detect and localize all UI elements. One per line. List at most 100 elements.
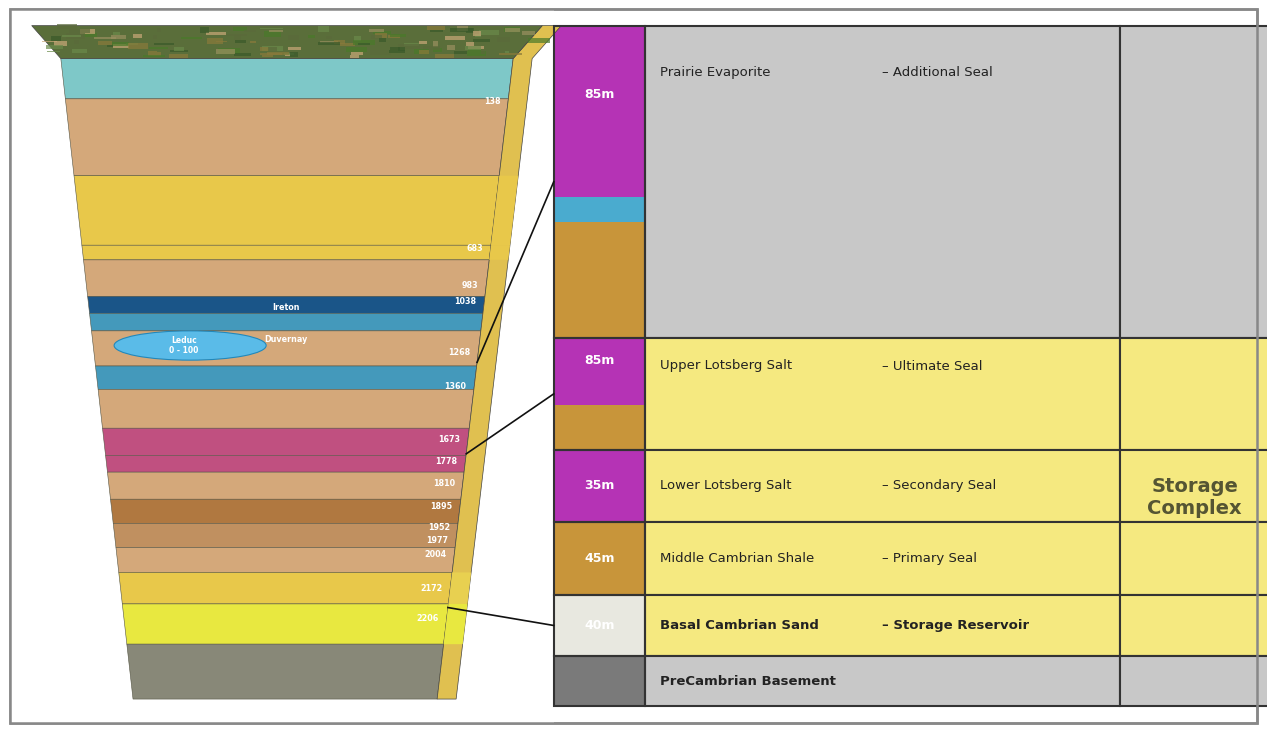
Polygon shape — [103, 428, 469, 455]
Text: 1977: 1977 — [427, 536, 449, 545]
Bar — [466, 29, 474, 34]
Bar — [1120, 338, 1267, 449]
Polygon shape — [110, 499, 461, 523]
Bar — [475, 34, 481, 37]
Bar — [433, 48, 442, 51]
Bar — [413, 49, 428, 53]
Bar — [157, 52, 161, 56]
Text: 1268: 1268 — [449, 348, 470, 357]
Polygon shape — [95, 366, 476, 389]
Text: – Secondary Seal: – Secondary Seal — [882, 479, 997, 493]
Bar — [554, 449, 645, 522]
Bar — [71, 49, 86, 53]
Bar — [1120, 522, 1267, 595]
Bar — [47, 51, 60, 52]
Text: 1778: 1778 — [436, 457, 457, 466]
Text: 1952: 1952 — [428, 523, 450, 531]
Text: – Primary Seal: – Primary Seal — [882, 552, 977, 565]
Bar — [234, 53, 251, 56]
Text: PreCambrian Basement: PreCambrian Basement — [660, 675, 836, 688]
Bar — [333, 40, 345, 44]
Polygon shape — [32, 26, 542, 59]
Text: 1038: 1038 — [455, 297, 476, 306]
Text: 45m: 45m — [584, 552, 614, 565]
Bar — [200, 27, 209, 33]
Bar — [260, 28, 283, 29]
Bar — [113, 42, 129, 45]
Bar — [504, 27, 519, 31]
Bar — [42, 41, 57, 42]
Bar — [468, 46, 484, 49]
Bar — [1120, 449, 1267, 522]
Bar — [329, 41, 336, 44]
Bar — [554, 449, 645, 522]
Bar — [379, 38, 386, 42]
Bar — [447, 45, 455, 50]
Bar — [388, 34, 400, 38]
Bar — [398, 44, 419, 49]
Polygon shape — [127, 644, 443, 699]
Bar — [250, 41, 256, 43]
Bar — [504, 28, 521, 32]
Bar — [645, 26, 1120, 338]
Bar — [215, 41, 228, 42]
Bar — [389, 50, 405, 53]
Bar — [80, 29, 95, 34]
Bar — [127, 42, 138, 45]
Text: Leduc
0 - 100: Leduc 0 - 100 — [169, 336, 199, 355]
Polygon shape — [117, 548, 455, 572]
Bar — [143, 55, 165, 56]
Text: 2206: 2206 — [417, 614, 440, 623]
Text: Storage
Complex: Storage Complex — [1148, 477, 1242, 518]
Bar — [1120, 595, 1267, 656]
Polygon shape — [437, 26, 561, 699]
Bar — [215, 49, 236, 54]
Polygon shape — [489, 245, 511, 260]
Bar — [111, 35, 127, 39]
Bar — [355, 36, 361, 41]
Bar — [554, 595, 645, 656]
Bar — [205, 32, 226, 34]
Polygon shape — [113, 523, 457, 548]
Text: 1895: 1895 — [431, 502, 452, 511]
Bar — [499, 53, 522, 55]
Bar — [327, 36, 332, 39]
Bar — [481, 51, 485, 53]
Text: 85m: 85m — [584, 88, 614, 101]
Bar — [554, 26, 645, 338]
Bar — [153, 34, 157, 40]
Polygon shape — [66, 99, 508, 176]
Bar — [398, 47, 404, 51]
Bar — [450, 28, 473, 31]
Polygon shape — [123, 604, 449, 644]
Bar — [498, 37, 511, 42]
Bar — [390, 34, 407, 37]
Bar — [46, 45, 63, 49]
Bar — [435, 54, 454, 59]
Text: 85m: 85m — [584, 354, 614, 367]
Text: 40m: 40m — [584, 619, 614, 632]
Text: – Ultimate Seal: – Ultimate Seal — [882, 359, 983, 373]
Bar — [645, 656, 1120, 706]
Polygon shape — [449, 572, 471, 604]
Bar — [233, 27, 247, 31]
Bar — [113, 32, 120, 35]
Bar — [260, 47, 269, 51]
Bar — [170, 51, 189, 52]
Bar — [554, 522, 645, 595]
Bar — [265, 31, 281, 37]
Polygon shape — [119, 572, 452, 604]
Bar — [218, 48, 239, 54]
Bar — [645, 522, 1120, 595]
Bar — [554, 198, 645, 223]
Bar — [51, 36, 61, 41]
Bar — [455, 51, 468, 53]
Bar — [554, 656, 645, 706]
Bar — [153, 43, 174, 45]
Bar — [288, 47, 300, 51]
Text: 1360: 1360 — [445, 382, 466, 391]
Polygon shape — [84, 260, 489, 296]
Bar — [369, 29, 384, 32]
Bar — [504, 51, 509, 53]
Bar — [128, 43, 148, 49]
